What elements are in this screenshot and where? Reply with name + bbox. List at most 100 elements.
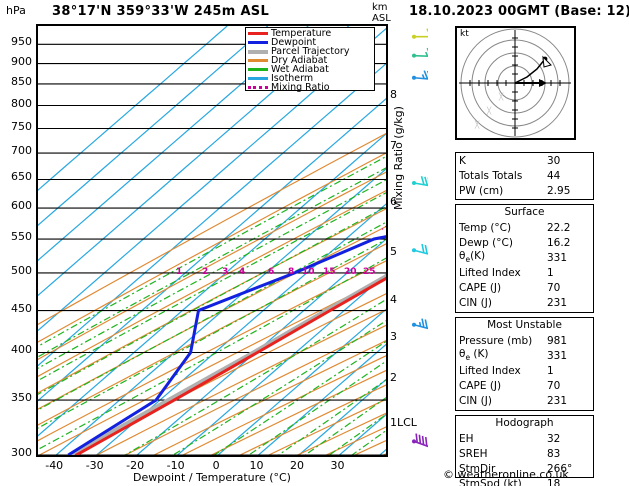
legend-swatch-icon bbox=[248, 41, 268, 44]
legend-label: Parcel Trajectory bbox=[271, 46, 350, 57]
legend-item-parcel-trajectory: Parcel Trajectory bbox=[248, 47, 372, 56]
legend-label: Isotherm bbox=[271, 73, 314, 84]
table-value: 231 bbox=[547, 394, 568, 407]
wind-barb bbox=[412, 70, 428, 80]
pressure-tick-550: 550 bbox=[11, 230, 32, 244]
table-value: 1 bbox=[547, 364, 554, 377]
temp-tick--30: -30 bbox=[85, 459, 104, 472]
dewpoint-curve bbox=[67, 235, 386, 455]
pressure-tick-700: 700 bbox=[11, 144, 32, 158]
table-key: Pressure (mb) bbox=[459, 334, 533, 347]
pressure-tick-750: 750 bbox=[11, 119, 32, 133]
height-unit-asl: ASL bbox=[372, 13, 391, 24]
skewt-chart bbox=[36, 24, 388, 457]
table-value: 83 bbox=[547, 447, 561, 460]
mixing-ratio-label-25: 25 bbox=[363, 267, 376, 277]
table-value: 22.2 bbox=[547, 221, 571, 234]
temp-tick-10: 10 bbox=[249, 459, 264, 472]
legend-label: Dry Adiabat bbox=[271, 55, 328, 66]
legend-item-mixing-ratio: Mixing Ratio bbox=[248, 83, 372, 92]
temp-tick-0: 0 bbox=[212, 459, 220, 472]
table-row: K 30 bbox=[456, 153, 593, 168]
mixing-ratio-label-20: 20 bbox=[344, 267, 357, 277]
pressure-tick-400: 400 bbox=[11, 343, 32, 357]
legend-item-dry-adiabat: Dry Adiabat bbox=[248, 56, 372, 65]
table-value: 70 bbox=[547, 379, 561, 392]
table-key: SREH bbox=[459, 447, 488, 460]
table-row: θe (K) 331 bbox=[456, 348, 593, 363]
temperature-curve bbox=[75, 276, 386, 455]
table-key: CAPE (J) bbox=[459, 281, 502, 294]
table-value: 2.95 bbox=[547, 184, 571, 197]
table-row: SREH 83 bbox=[456, 446, 593, 461]
svg-text:╳: ╳ bbox=[498, 92, 504, 101]
table-key: EH bbox=[459, 432, 474, 445]
table-row: Pressure (mb) 981 bbox=[456, 333, 593, 348]
table-row: EH 32 bbox=[456, 431, 593, 446]
table-value: 30 bbox=[547, 154, 561, 167]
temp-tick-20: 20 bbox=[290, 459, 304, 472]
svg-text:╳: ╳ bbox=[486, 106, 492, 115]
pressure-tick-500: 500 bbox=[11, 263, 32, 277]
table-row: Lifted Index 1 bbox=[456, 265, 593, 280]
table-value: 266° bbox=[547, 462, 573, 475]
table-title: Hodograph bbox=[495, 417, 554, 429]
height-tick-2: 2 bbox=[390, 371, 397, 384]
wind-barb bbox=[412, 243, 428, 255]
stability-indices-table: K 30 Totals Totals 44 PW (cm) 2.95 bbox=[455, 152, 594, 200]
pressure-tick-350: 350 bbox=[11, 391, 32, 405]
svg-text:╳: ╳ bbox=[474, 120, 480, 129]
mixing-ratio-label-6: 6 bbox=[268, 267, 275, 277]
hodograph-stats-table: Hodograph EH 32 SREH 83 StmDir 266° StmSpd (kt)… bbox=[455, 415, 594, 486]
copyright-footer: © weatheronline.co.uk bbox=[443, 468, 569, 481]
legend-swatch-icon bbox=[248, 59, 268, 62]
pressure-tick-300: 300 bbox=[11, 446, 32, 459]
height-tick-7: 7 bbox=[390, 139, 397, 152]
table-row: CAPE (J) 70 bbox=[456, 280, 593, 295]
table-row: CIN (J) 231 bbox=[456, 295, 593, 310]
legend-swatch-icon bbox=[248, 77, 268, 80]
table-value: 331 bbox=[547, 251, 568, 264]
mixing-ratio-label-3: 3 bbox=[222, 267, 229, 277]
height-unit-km: km bbox=[372, 2, 388, 13]
hodograph-panel: ╳ ╳ ╳ kt bbox=[455, 26, 576, 140]
height-tick-4: 4 bbox=[390, 293, 397, 306]
height-tick-8: 8 bbox=[390, 88, 397, 101]
legend-swatch-icon bbox=[248, 86, 268, 89]
table-value: 231 bbox=[547, 296, 568, 309]
pressure-tick-850: 850 bbox=[11, 74, 32, 88]
mixing-ratio-label-4: 4 bbox=[239, 267, 246, 277]
pressure-tick-950: 950 bbox=[11, 35, 32, 49]
temp-tick--10: -10 bbox=[166, 459, 185, 472]
pressure-unit-label: hPa bbox=[6, 4, 26, 17]
legend-label: Temperature bbox=[271, 28, 332, 39]
legend-label: Dewpoint bbox=[271, 37, 317, 48]
wind-barb bbox=[412, 28, 428, 39]
pressure-tick-600: 600 bbox=[11, 199, 32, 213]
table-key: Lifted Index bbox=[459, 266, 521, 279]
wind-barb bbox=[412, 318, 428, 330]
table-key: Temp (°C) bbox=[459, 221, 512, 234]
table-row: θe(K) 331 bbox=[456, 250, 593, 265]
most-unstable-parcel-table: Most Unstable Pressure (mb) 981 θe (K) 331 Li… bbox=[455, 317, 594, 411]
height-unit-label: km ASL bbox=[372, 2, 391, 24]
table-value: 44 bbox=[547, 169, 561, 182]
table-key: PW (cm) bbox=[459, 184, 504, 197]
table-row: CAPE (J) 70 bbox=[456, 378, 593, 393]
table-key: Dewp (°C) bbox=[459, 236, 513, 249]
wind-barb-column bbox=[412, 28, 428, 448]
legend-item-isotherm: Isotherm bbox=[248, 74, 372, 83]
table-title: Surface bbox=[504, 206, 545, 218]
table-value: 70 bbox=[547, 281, 561, 294]
height-tick-3: 3 bbox=[390, 330, 397, 343]
temp-tick-30: 30 bbox=[330, 459, 345, 472]
wind-barb bbox=[412, 433, 428, 448]
mixing-ratio-label-15: 15 bbox=[323, 267, 336, 277]
table-row: Lifted Index 1 bbox=[456, 363, 593, 378]
hodograph-unit-label: kt bbox=[460, 29, 469, 39]
hodograph-plot: ╳ ╳ ╳ bbox=[459, 28, 571, 138]
table-value: 1 bbox=[547, 266, 554, 279]
height-tick-1LCL: 1LCL bbox=[390, 416, 417, 429]
table-title: Most Unstable bbox=[487, 319, 562, 331]
